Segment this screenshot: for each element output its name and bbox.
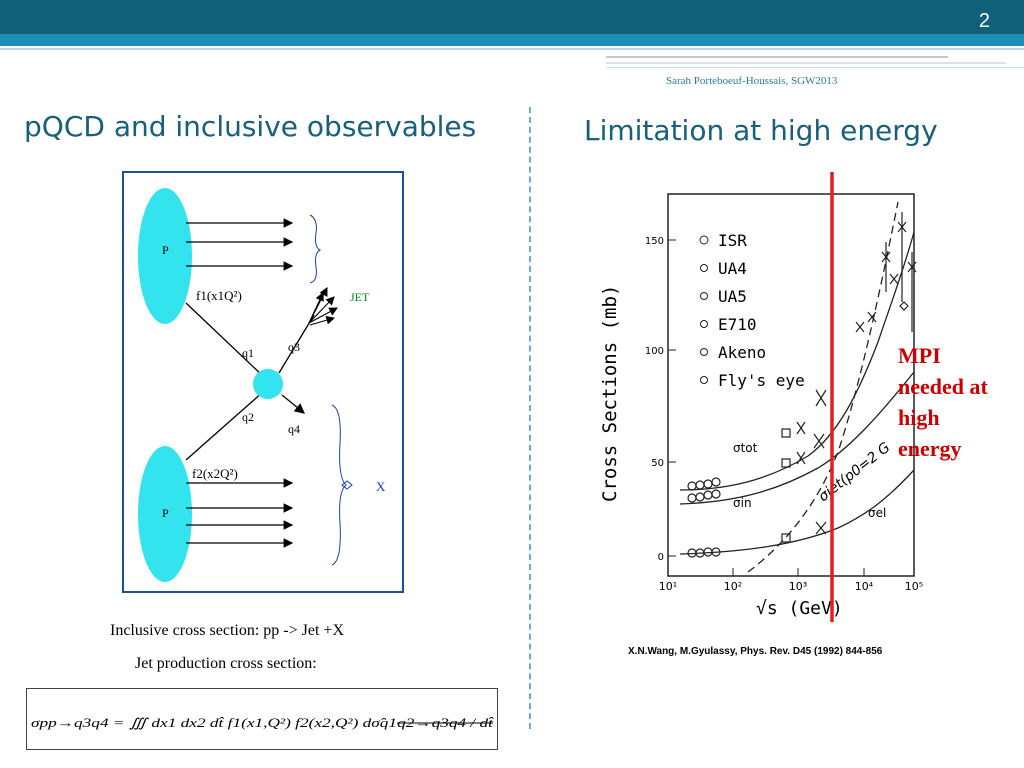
proton-bottom-label: P (162, 506, 169, 520)
legend-marker (700, 348, 708, 356)
plot-svg: 0 50 100 150 10¹ 10² 10³ 10⁴ 10⁵ Cross Sections… (599, 172, 923, 622)
ua5-points (796, 421, 806, 465)
header-bar: 2 (0, 0, 1024, 34)
legend-marker (700, 292, 708, 300)
header-band (0, 34, 1024, 46)
mpi-annotation: MPI needed at high energy (898, 343, 988, 461)
legend-entry: E710 (718, 315, 757, 334)
akeno-points (855, 212, 917, 333)
q4-label: q4 (288, 422, 300, 436)
proton-top-label: P (162, 243, 169, 257)
decor-line (606, 67, 1024, 68)
legend-entry: ISR (718, 231, 747, 250)
sigma-in-label: σin (733, 496, 752, 510)
ua4-points (781, 428, 791, 543)
formula-text: σpp→q3q4 = ∭ dx1 dx2 dt̂ f1(x1,Q²) f2(x2… (31, 716, 494, 730)
author-label: Sarah Porteboeuf-Houssais, SGW2013 (666, 75, 838, 87)
plot-legend: ISR UA4 UA5 E710 Akeno Fly's eye (699, 231, 805, 390)
q1-label: q1 (242, 346, 254, 360)
cross-section-formula: σpp→q3q4 = ∭ dx1 dx2 dt̂ f1(x1,Q²) f2(x2… (26, 688, 498, 750)
isr-points (687, 477, 721, 558)
x-diamond-icon (341, 480, 353, 490)
inclusive-caption: Inclusive cross section: pp -> Jet +X (110, 622, 344, 639)
y-tick-label: 0 (658, 552, 664, 563)
formula-svg: σpp→q3q4 = ∭ dx1 dx2 dt̂ f1(x1,Q²) f2(x2… (31, 716, 494, 730)
y-ticks: 0 50 100 150 (645, 236, 676, 563)
sigma-jet-curve (747, 201, 899, 573)
q2-label: q2 (242, 410, 254, 424)
legend-entry: UA4 (718, 259, 747, 278)
sigma-jet-label: σjet(p0=2 G (816, 439, 894, 505)
parton-diagram: P P f1(x1Q²) f2(x2Q²) q1 q2 q3 q4 JET X (122, 171, 404, 593)
x-tick-label: 10⁴ (855, 580, 874, 593)
decor-line (606, 56, 948, 58)
reference-citation: X.N.Wang, M.Gyulassy, Phys. Rev. D45 (19… (628, 646, 883, 657)
sigma-in-curve (679, 371, 915, 505)
x-axis-label: √s (GeV) (756, 598, 843, 619)
jet-production-caption: Jet production cross section: (135, 655, 317, 672)
y-tick-label: 100 (645, 346, 664, 357)
sigma-tot-label: σtot (733, 441, 758, 455)
page-number: 2 (978, 10, 990, 32)
e710-points (813, 389, 827, 535)
flys-eye-point (899, 301, 909, 311)
x-tick-label: 10³ (789, 580, 807, 593)
column-divider (529, 107, 531, 729)
legend-marker (700, 320, 708, 328)
x-tick-label: 10⁵ (905, 580, 923, 593)
q3-label: q3 (288, 340, 300, 354)
legend-marker (700, 264, 708, 272)
hard-scatter-vertex (253, 369, 283, 399)
decor-line (606, 62, 1006, 64)
pdf1-label: f1(x1Q²) (196, 288, 242, 303)
y-axis-label: Cross Sections (mb) (599, 285, 621, 502)
left-title: pQCD and inclusive observables (24, 110, 477, 143)
sigma-tot-curve (679, 231, 915, 491)
x-tick-label: 10¹ (659, 580, 677, 593)
proton-bottom-blob (138, 446, 192, 582)
sigma-el-label: σel (868, 506, 886, 520)
cross-section-plot: 0 50 100 150 10¹ 10² 10³ 10⁴ 10⁵ Cross Sections… (568, 172, 958, 622)
legend-marker (699, 235, 709, 245)
x-ticks: 10¹ 10² 10³ 10⁴ 10⁵ (659, 568, 923, 593)
jet-label: JET (350, 290, 370, 304)
x-label: X (376, 479, 386, 494)
proton-top-blob (138, 188, 192, 324)
x-tick-label: 10² (724, 580, 742, 593)
y-tick-label: 150 (645, 236, 664, 247)
parton-diagram-svg: P P f1(x1Q²) f2(x2Q²) q1 q2 q3 q4 JET X (138, 188, 386, 582)
y-tick-label: 50 (651, 458, 664, 469)
right-title: Limitation at high energy (584, 114, 938, 147)
legend-marker (700, 376, 708, 384)
legend-entry: Fly's eye (718, 371, 805, 390)
header-line (0, 48, 1024, 50)
pdf2-label: f2(x2Q²) (192, 466, 238, 481)
legend-entry: Akeno (718, 343, 766, 362)
legend-entry: UA5 (718, 287, 747, 306)
